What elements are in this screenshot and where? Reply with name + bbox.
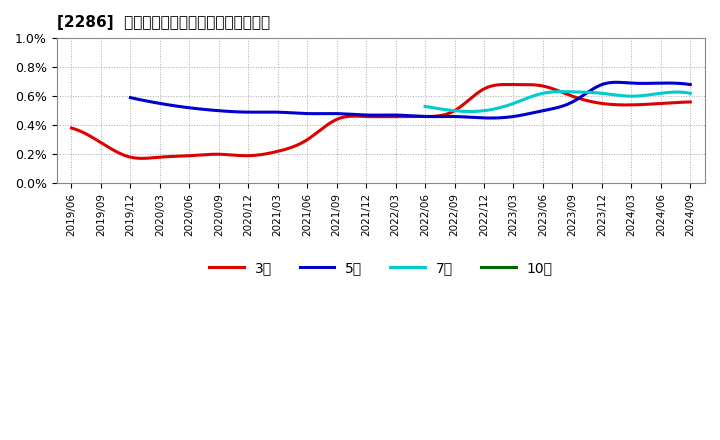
3年 [138,156,146,161]
3年 [362,114,371,119]
5年 [429,114,438,119]
7年 [580,89,588,95]
5年 [392,113,400,118]
3年 [686,99,695,105]
Line: 5年: 5年 [130,82,690,118]
5年 [459,114,468,120]
Line: 3年: 3年 [71,84,690,158]
Text: [2286]  経常利益マージンの標準偏差の推移: [2286] 経常利益マージンの標準偏差の推移 [57,15,270,30]
3年 [437,113,446,118]
7年 [547,89,556,95]
7年 [557,89,566,94]
3年 [366,114,374,119]
7年 [680,90,689,95]
5年 [126,95,135,100]
7年 [549,89,557,95]
3年 [67,125,76,131]
7年 [466,109,474,114]
5年 [612,80,621,85]
3年 [673,100,682,105]
5年 [675,81,683,86]
5年 [686,82,695,87]
7年 [686,91,695,96]
5年 [395,113,404,118]
7年 [420,104,429,109]
Line: 7年: 7年 [425,92,690,111]
Legend: 3年, 5年, 7年, 10年: 3年, 5年, 7年, 10年 [203,256,559,281]
3年 [503,82,511,87]
5年 [486,115,495,121]
5年 [586,88,595,93]
7年 [639,93,648,98]
7年 [565,89,574,95]
3年 [577,96,585,102]
3年 [403,114,412,119]
